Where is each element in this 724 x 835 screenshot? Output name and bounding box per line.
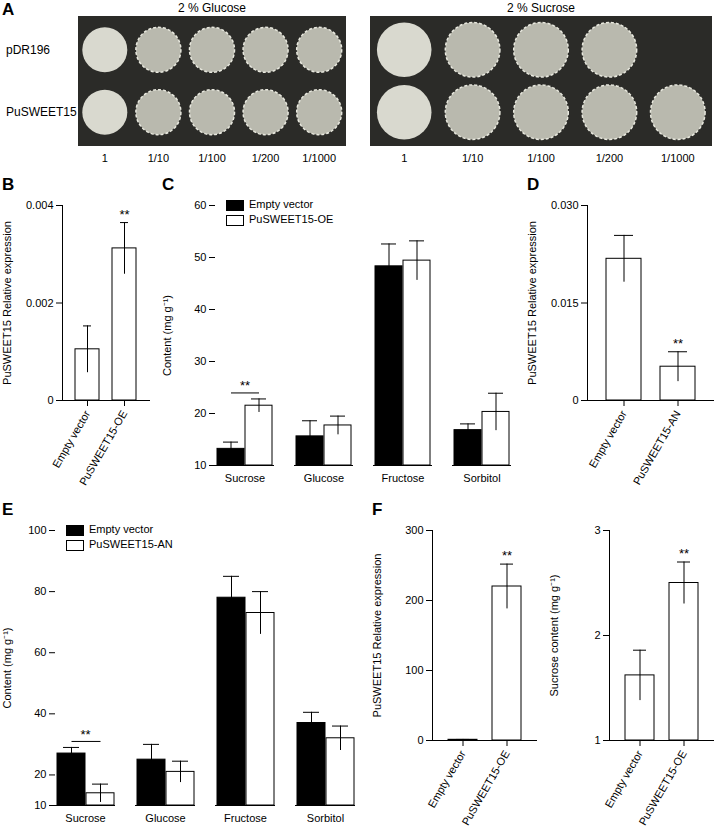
svg-text:3: 3 bbox=[594, 524, 600, 536]
svg-text:PuSWEET15-OE: PuSWEET15-OE bbox=[77, 408, 130, 487]
svg-text:Glucose: Glucose bbox=[304, 472, 344, 484]
svg-text:Content (mg g⁻¹): Content (mg g⁻¹) bbox=[161, 295, 173, 376]
svg-text:1/100: 1/100 bbox=[198, 152, 226, 164]
svg-text:1/10: 1/10 bbox=[148, 152, 169, 164]
svg-text:**: ** bbox=[240, 378, 250, 393]
svg-text:PuSWEET15-OE: PuSWEET15-OE bbox=[636, 748, 689, 827]
svg-text:10: 10 bbox=[194, 459, 206, 471]
svg-text:PuSWEET15: PuSWEET15 bbox=[6, 105, 77, 119]
svg-text:30: 30 bbox=[194, 355, 206, 367]
svg-text:Fructose: Fructose bbox=[224, 812, 267, 824]
html-text:F: F bbox=[372, 500, 383, 519]
svg-text:**: ** bbox=[119, 207, 129, 222]
svg-text:Sucrose content (mg g⁻¹): Sucrose content (mg g⁻¹) bbox=[548, 575, 560, 697]
svg-text:Fructose: Fructose bbox=[382, 472, 425, 484]
svg-text:40: 40 bbox=[34, 707, 46, 719]
svg-text:300: 300 bbox=[405, 524, 423, 536]
svg-text:1: 1 bbox=[401, 152, 407, 164]
svg-text:PuSWEET15-OE: PuSWEET15-OE bbox=[459, 748, 512, 827]
svg-text:20: 20 bbox=[34, 768, 46, 780]
svg-text:100: 100 bbox=[405, 664, 423, 676]
svg-text:20: 20 bbox=[194, 407, 206, 419]
svg-text:1/1000: 1/1000 bbox=[661, 152, 695, 164]
svg-text:0.030: 0.030 bbox=[551, 199, 579, 211]
svg-text:PuSWEET15 Relative expression: PuSWEET15 Relative expression bbox=[1, 221, 13, 385]
svg-text:2: 2 bbox=[594, 629, 600, 641]
svg-text:1/100: 1/100 bbox=[527, 152, 555, 164]
svg-text:60: 60 bbox=[194, 199, 206, 211]
svg-text:1: 1 bbox=[102, 152, 108, 164]
html-text:A: A bbox=[2, 0, 15, 19]
svg-text:40: 40 bbox=[194, 303, 206, 315]
svg-text:2 % Glucose: 2 % Glucose bbox=[178, 1, 246, 15]
svg-text:**: ** bbox=[673, 336, 683, 351]
svg-text:0.002: 0.002 bbox=[26, 297, 54, 309]
svg-text:PuSWEET15 Relative expression: PuSWEET15 Relative expression bbox=[371, 554, 383, 718]
svg-text:0: 0 bbox=[572, 394, 578, 406]
html-text:PuSWEET15-OE: PuSWEET15-OE bbox=[249, 213, 334, 225]
svg-text:0.004: 0.004 bbox=[26, 199, 54, 211]
svg-text:60: 60 bbox=[34, 646, 46, 658]
html-text:Empty vector: Empty vector bbox=[89, 523, 154, 535]
svg-text:**: ** bbox=[502, 548, 512, 563]
svg-text:100: 100 bbox=[28, 524, 46, 536]
svg-text:Empty vector: Empty vector bbox=[50, 408, 93, 470]
svg-text:Empty vector: Empty vector bbox=[602, 748, 645, 810]
svg-text:Sorbitol: Sorbitol bbox=[307, 812, 344, 824]
svg-text:1/10: 1/10 bbox=[462, 152, 483, 164]
html-text:D: D bbox=[527, 175, 540, 194]
svg-text:**: ** bbox=[679, 546, 689, 561]
html-text:B: B bbox=[2, 175, 15, 194]
svg-text:1/1000: 1/1000 bbox=[302, 152, 336, 164]
svg-text:Glucose: Glucose bbox=[145, 812, 185, 824]
html-text:Empty vector: Empty vector bbox=[249, 198, 314, 210]
svg-text:**: ** bbox=[80, 727, 90, 742]
svg-text:0: 0 bbox=[417, 734, 423, 746]
svg-text:10: 10 bbox=[34, 799, 46, 811]
html-text:E: E bbox=[2, 500, 14, 519]
svg-text:2 % Sucrose: 2 % Sucrose bbox=[507, 1, 575, 15]
html-text:PuSWEET15-AN: PuSWEET15-AN bbox=[89, 538, 173, 550]
svg-text:Empty vector: Empty vector bbox=[425, 748, 468, 810]
svg-text:Sucrose: Sucrose bbox=[225, 472, 265, 484]
svg-text:0: 0 bbox=[47, 394, 53, 406]
svg-text:Sorbitol: Sorbitol bbox=[463, 472, 500, 484]
svg-text:0.015: 0.015 bbox=[551, 297, 579, 309]
svg-text:PuSWEET15-AN: PuSWEET15-AN bbox=[631, 408, 683, 487]
html-text:C: C bbox=[162, 175, 175, 194]
svg-text:pDR196: pDR196 bbox=[6, 43, 50, 57]
svg-text:200: 200 bbox=[405, 594, 423, 606]
svg-text:1/200: 1/200 bbox=[252, 152, 280, 164]
svg-text:PuSWEET15 Relative expression: PuSWEET15 Relative expression bbox=[526, 221, 538, 385]
svg-text:1: 1 bbox=[594, 734, 600, 746]
svg-text:50: 50 bbox=[194, 251, 206, 263]
svg-text:Content (mg g⁻¹): Content (mg g⁻¹) bbox=[1, 627, 13, 708]
svg-text:80: 80 bbox=[34, 585, 46, 597]
svg-text:Empty vector: Empty vector bbox=[586, 408, 629, 470]
svg-text:Sucrose: Sucrose bbox=[65, 812, 105, 824]
svg-text:1/200: 1/200 bbox=[596, 152, 624, 164]
